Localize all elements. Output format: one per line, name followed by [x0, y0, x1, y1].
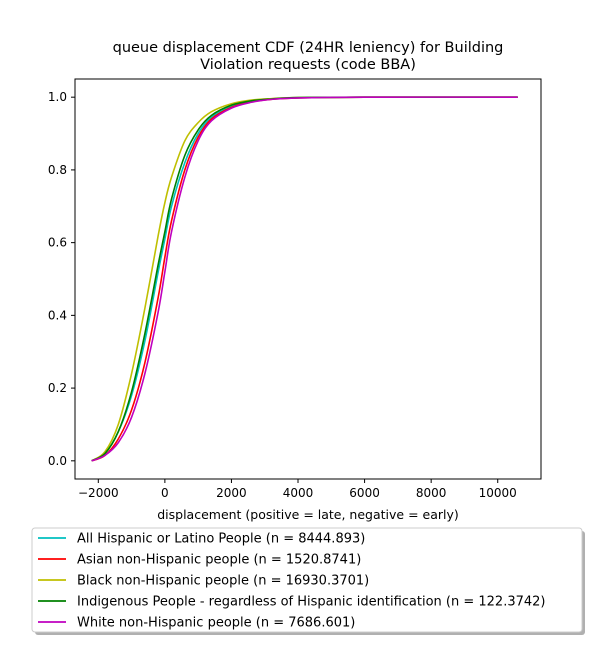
series-group: [91, 96, 518, 462]
series-line-4: [91, 96, 518, 462]
legend-items: All Hispanic or Latino People (n = 8444.…: [38, 532, 546, 631]
x-tick-label: 10000: [479, 486, 517, 500]
legend-box: [31, 527, 583, 633]
y-tick-label: 1.0: [48, 90, 67, 104]
x-tick-label: 6000: [349, 486, 380, 500]
y-tick-label: 0.2: [48, 381, 67, 395]
legend-label-2: Black non-Hispanic people (n = 16930.370…: [77, 574, 369, 589]
x-tick-label: 8000: [416, 486, 447, 500]
y-tick-label: 0.4: [48, 308, 67, 322]
y-tick-label: 0.0: [48, 454, 67, 468]
x-tick-label: 4000: [283, 486, 314, 500]
x-tick-label: −2000: [78, 486, 119, 500]
x-axis-ticks: −2000 0 2000 4000 6000 8000 10000: [78, 479, 517, 500]
x-tick-label: 2000: [216, 486, 247, 500]
legend: All Hispanic or Latino People (n = 8444.…: [31, 527, 585, 635]
x-tick-label: 0: [161, 486, 169, 500]
y-tick-label: 0.8: [48, 163, 67, 177]
legend-label-3: Indigenous People - regardless of Hispan…: [77, 595, 546, 610]
y-tick-label: 0.6: [48, 236, 67, 250]
chart-title-line2: Violation requests (code BBA): [200, 57, 416, 73]
x-axis-label: displacement (positive = late, negative …: [157, 507, 459, 522]
plot-area-frame: [74, 78, 542, 480]
chart-title-line1: queue displacement CDF (24HR leniency) f…: [113, 40, 504, 56]
series-line-3: [91, 96, 518, 462]
legend-label-4: White non-Hispanic people (n = 7686.601): [77, 616, 355, 631]
legend-label-1: Asian non-Hispanic people (n = 1520.8741…: [77, 553, 361, 568]
legend-label-0: All Hispanic or Latino People (n = 8444.…: [77, 532, 365, 547]
y-axis-ticks: 0.0 0.2 0.4 0.6 0.8 1.0: [48, 90, 75, 468]
